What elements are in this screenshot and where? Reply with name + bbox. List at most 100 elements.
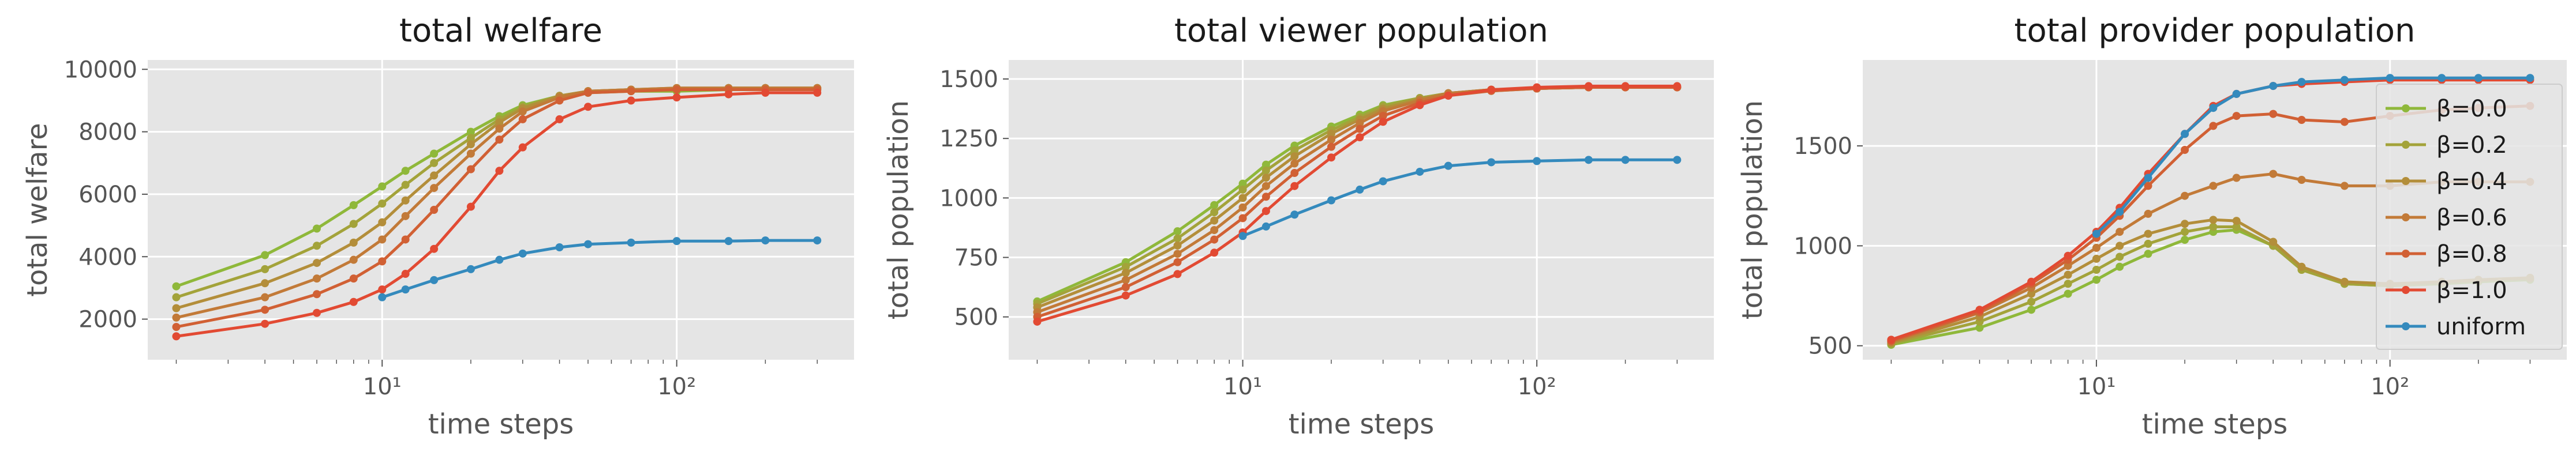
data-point xyxy=(313,308,321,317)
data-point xyxy=(627,87,635,96)
data-point xyxy=(1033,317,1042,326)
data-point xyxy=(1290,210,1299,219)
data-point xyxy=(1327,153,1335,162)
data-point xyxy=(1238,232,1247,240)
data-point xyxy=(172,282,181,291)
data-point xyxy=(1356,185,1364,194)
data-point xyxy=(349,274,358,283)
data-point xyxy=(2340,277,2349,286)
data-point xyxy=(518,143,527,152)
data-point xyxy=(518,249,527,258)
data-point xyxy=(555,96,564,105)
data-point xyxy=(2340,118,2349,126)
data-point xyxy=(584,240,593,248)
data-point xyxy=(466,149,475,158)
data-point xyxy=(2144,209,2152,218)
data-point xyxy=(584,88,593,97)
data-point xyxy=(1173,270,1182,278)
data-point xyxy=(2144,229,2152,238)
data-point xyxy=(2232,217,2241,225)
data-point xyxy=(1173,250,1182,258)
data-point xyxy=(378,285,387,294)
y-tick-label: 8000 xyxy=(78,119,137,146)
data-point xyxy=(1121,276,1130,284)
data-point xyxy=(378,218,387,227)
y-tick-label: 1000 xyxy=(1794,233,1852,259)
data-point xyxy=(261,306,269,314)
data-point xyxy=(1379,118,1387,126)
data-point xyxy=(349,238,358,247)
chart-panel: 2000 4000 6000 8000 10000 10¹ 10² total welfare… xyxy=(21,12,854,440)
data-point xyxy=(1444,161,1452,170)
data-point xyxy=(1290,152,1299,161)
data-point xyxy=(2209,216,2218,224)
data-point xyxy=(2340,182,2349,190)
x-axis-label: time steps xyxy=(2142,408,2288,440)
data-point xyxy=(2116,228,2124,236)
y-tick-label: 10000 xyxy=(64,56,137,83)
data-point xyxy=(313,242,321,250)
data-point xyxy=(1584,82,1593,91)
x-tick-label: 10² xyxy=(2371,374,2409,400)
x-tick-label: 10² xyxy=(1518,374,1556,400)
data-point xyxy=(1356,119,1364,127)
data-point xyxy=(2092,243,2101,252)
y-tick-label: 1500 xyxy=(1794,133,1852,160)
chart-title: total provider population xyxy=(2015,12,2416,50)
data-point xyxy=(1673,82,1682,91)
data-point xyxy=(466,165,475,174)
data-point xyxy=(2092,254,2101,263)
data-point xyxy=(672,85,681,94)
plot-area xyxy=(148,60,854,360)
data-point xyxy=(2297,262,2306,271)
data-point xyxy=(627,238,635,247)
data-point xyxy=(1210,226,1219,235)
data-point xyxy=(2209,182,2218,190)
data-point xyxy=(430,244,439,253)
data-point xyxy=(1210,248,1219,257)
data-point xyxy=(1487,158,1496,167)
data-point xyxy=(1416,101,1424,110)
data-point xyxy=(761,88,770,97)
data-point xyxy=(2209,223,2218,231)
data-point xyxy=(2092,266,2101,274)
data-point xyxy=(378,182,387,191)
data-point xyxy=(1121,283,1130,292)
data-point xyxy=(724,90,733,99)
data-point xyxy=(261,265,269,273)
x-axis-label: time steps xyxy=(428,408,574,440)
data-point xyxy=(627,96,635,105)
data-point xyxy=(1327,135,1335,144)
x-tick-label: 10¹ xyxy=(1223,374,1262,400)
data-point xyxy=(2027,306,2036,314)
data-point xyxy=(555,115,564,123)
data-point xyxy=(1210,216,1219,225)
data-point xyxy=(172,313,181,322)
legend-label: β=0.0 xyxy=(2436,96,2507,122)
data-point xyxy=(172,332,181,341)
data-point xyxy=(2144,182,2152,190)
data-point xyxy=(378,235,387,244)
data-point xyxy=(495,255,504,264)
data-point xyxy=(1975,306,1984,314)
data-point xyxy=(2064,270,2072,279)
data-point xyxy=(2144,174,2152,182)
legend-label: β=0.4 xyxy=(2436,168,2507,195)
legend-box xyxy=(2376,84,2563,350)
data-point xyxy=(2116,262,2124,271)
data-point xyxy=(2209,104,2218,112)
y-tick-label: 6000 xyxy=(78,182,137,208)
data-point xyxy=(724,237,733,246)
data-point xyxy=(1290,169,1299,178)
legend-swatch-marker xyxy=(2402,141,2410,149)
data-point xyxy=(2269,110,2278,118)
data-point xyxy=(261,293,269,302)
data-point xyxy=(1261,166,1270,175)
legend-swatch-marker xyxy=(2402,250,2410,258)
data-point xyxy=(2209,122,2218,130)
data-point xyxy=(1173,241,1182,250)
data-point xyxy=(2232,223,2241,231)
data-point xyxy=(2232,174,2241,182)
data-point xyxy=(2232,89,2241,98)
data-point xyxy=(261,251,269,259)
